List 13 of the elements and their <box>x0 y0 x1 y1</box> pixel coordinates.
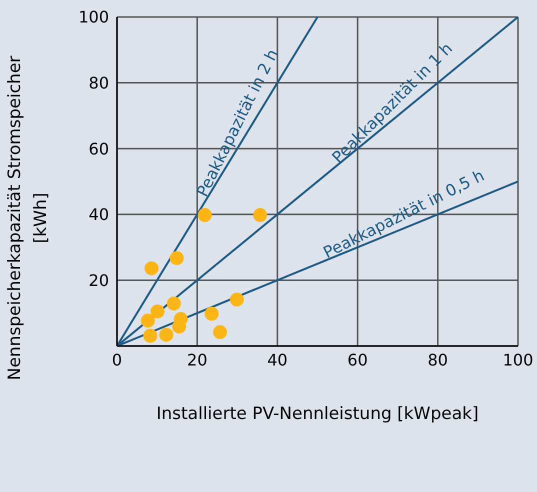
y-tick-label: 80 <box>88 73 109 92</box>
y-tick-label: 20 <box>88 270 109 290</box>
x-tick-label: 60 <box>347 350 368 370</box>
x-tick-label: 0 <box>112 350 122 370</box>
x-tick-label: 80 <box>428 350 448 370</box>
x-tick-label: 100 <box>502 350 534 370</box>
x-tick-label: 20 <box>187 350 208 370</box>
y-axis-title: Nennspeicherkapazität Stromspeicher [kWh] <box>5 56 51 380</box>
y-tick-label: 100 <box>78 8 109 27</box>
y-tick-label: 40 <box>88 205 109 224</box>
x-tick-label: 40 <box>267 350 288 370</box>
x-axis-title: Installierte PV-Nennleistung [kWpeak] <box>156 404 479 424</box>
y-tick-label: 60 <box>88 139 109 158</box>
